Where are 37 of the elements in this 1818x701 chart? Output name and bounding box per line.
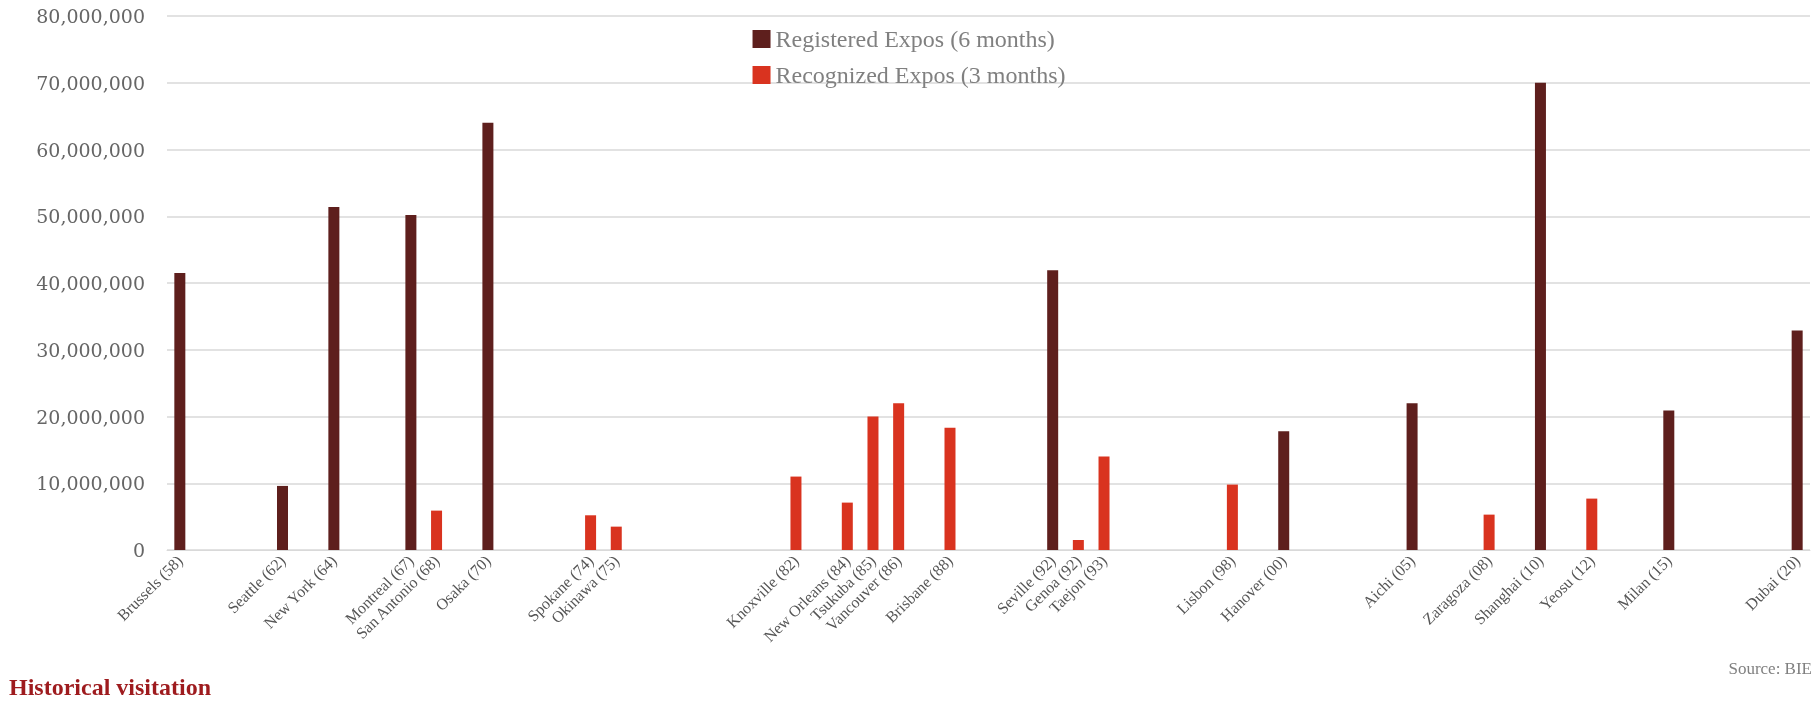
- legend-label: Recognized Expos (3 months): [775, 62, 1066, 88]
- y-tick-label: 50,000,000: [36, 205, 145, 228]
- y-tick-label: 0: [132, 539, 145, 561]
- bar: [1098, 456, 1110, 550]
- bar: [431, 510, 443, 550]
- bar: [893, 403, 905, 550]
- y-tick-label: 30,000,000: [36, 338, 145, 361]
- bar: [1278, 431, 1290, 550]
- source-note: Source: BIE: [1728, 659, 1813, 678]
- bar: [790, 476, 802, 550]
- bar: [174, 272, 186, 550]
- bar: [867, 416, 879, 550]
- bar: [1586, 498, 1598, 550]
- legend-label: Registered Expos (6 months): [775, 26, 1055, 52]
- bar: [1663, 410, 1675, 550]
- y-tick-label: 80,000,000: [36, 5, 145, 27]
- bar: [1226, 484, 1238, 550]
- bar: [277, 485, 289, 550]
- y-tick-label: 20,000,000: [36, 405, 145, 428]
- text: Historical visitation: [9, 674, 211, 700]
- bar: [1047, 270, 1059, 550]
- bar: [841, 502, 853, 550]
- bar: [405, 214, 417, 550]
- bar: [1483, 514, 1495, 550]
- bar: [1534, 82, 1546, 550]
- bar: [328, 206, 340, 550]
- bar: [482, 122, 494, 550]
- bar: [944, 427, 956, 550]
- y-tick-label: 60,000,000: [36, 138, 145, 161]
- y-tick-label: 40,000,000: [36, 272, 145, 294]
- bar: [1406, 403, 1418, 550]
- bar: [1791, 330, 1803, 550]
- bar: [585, 515, 597, 550]
- y-tick-label: 10,000,000: [36, 472, 145, 495]
- bar: [610, 526, 622, 550]
- bar: [1072, 539, 1084, 550]
- y-tick-label: 70,000,000: [36, 71, 145, 94]
